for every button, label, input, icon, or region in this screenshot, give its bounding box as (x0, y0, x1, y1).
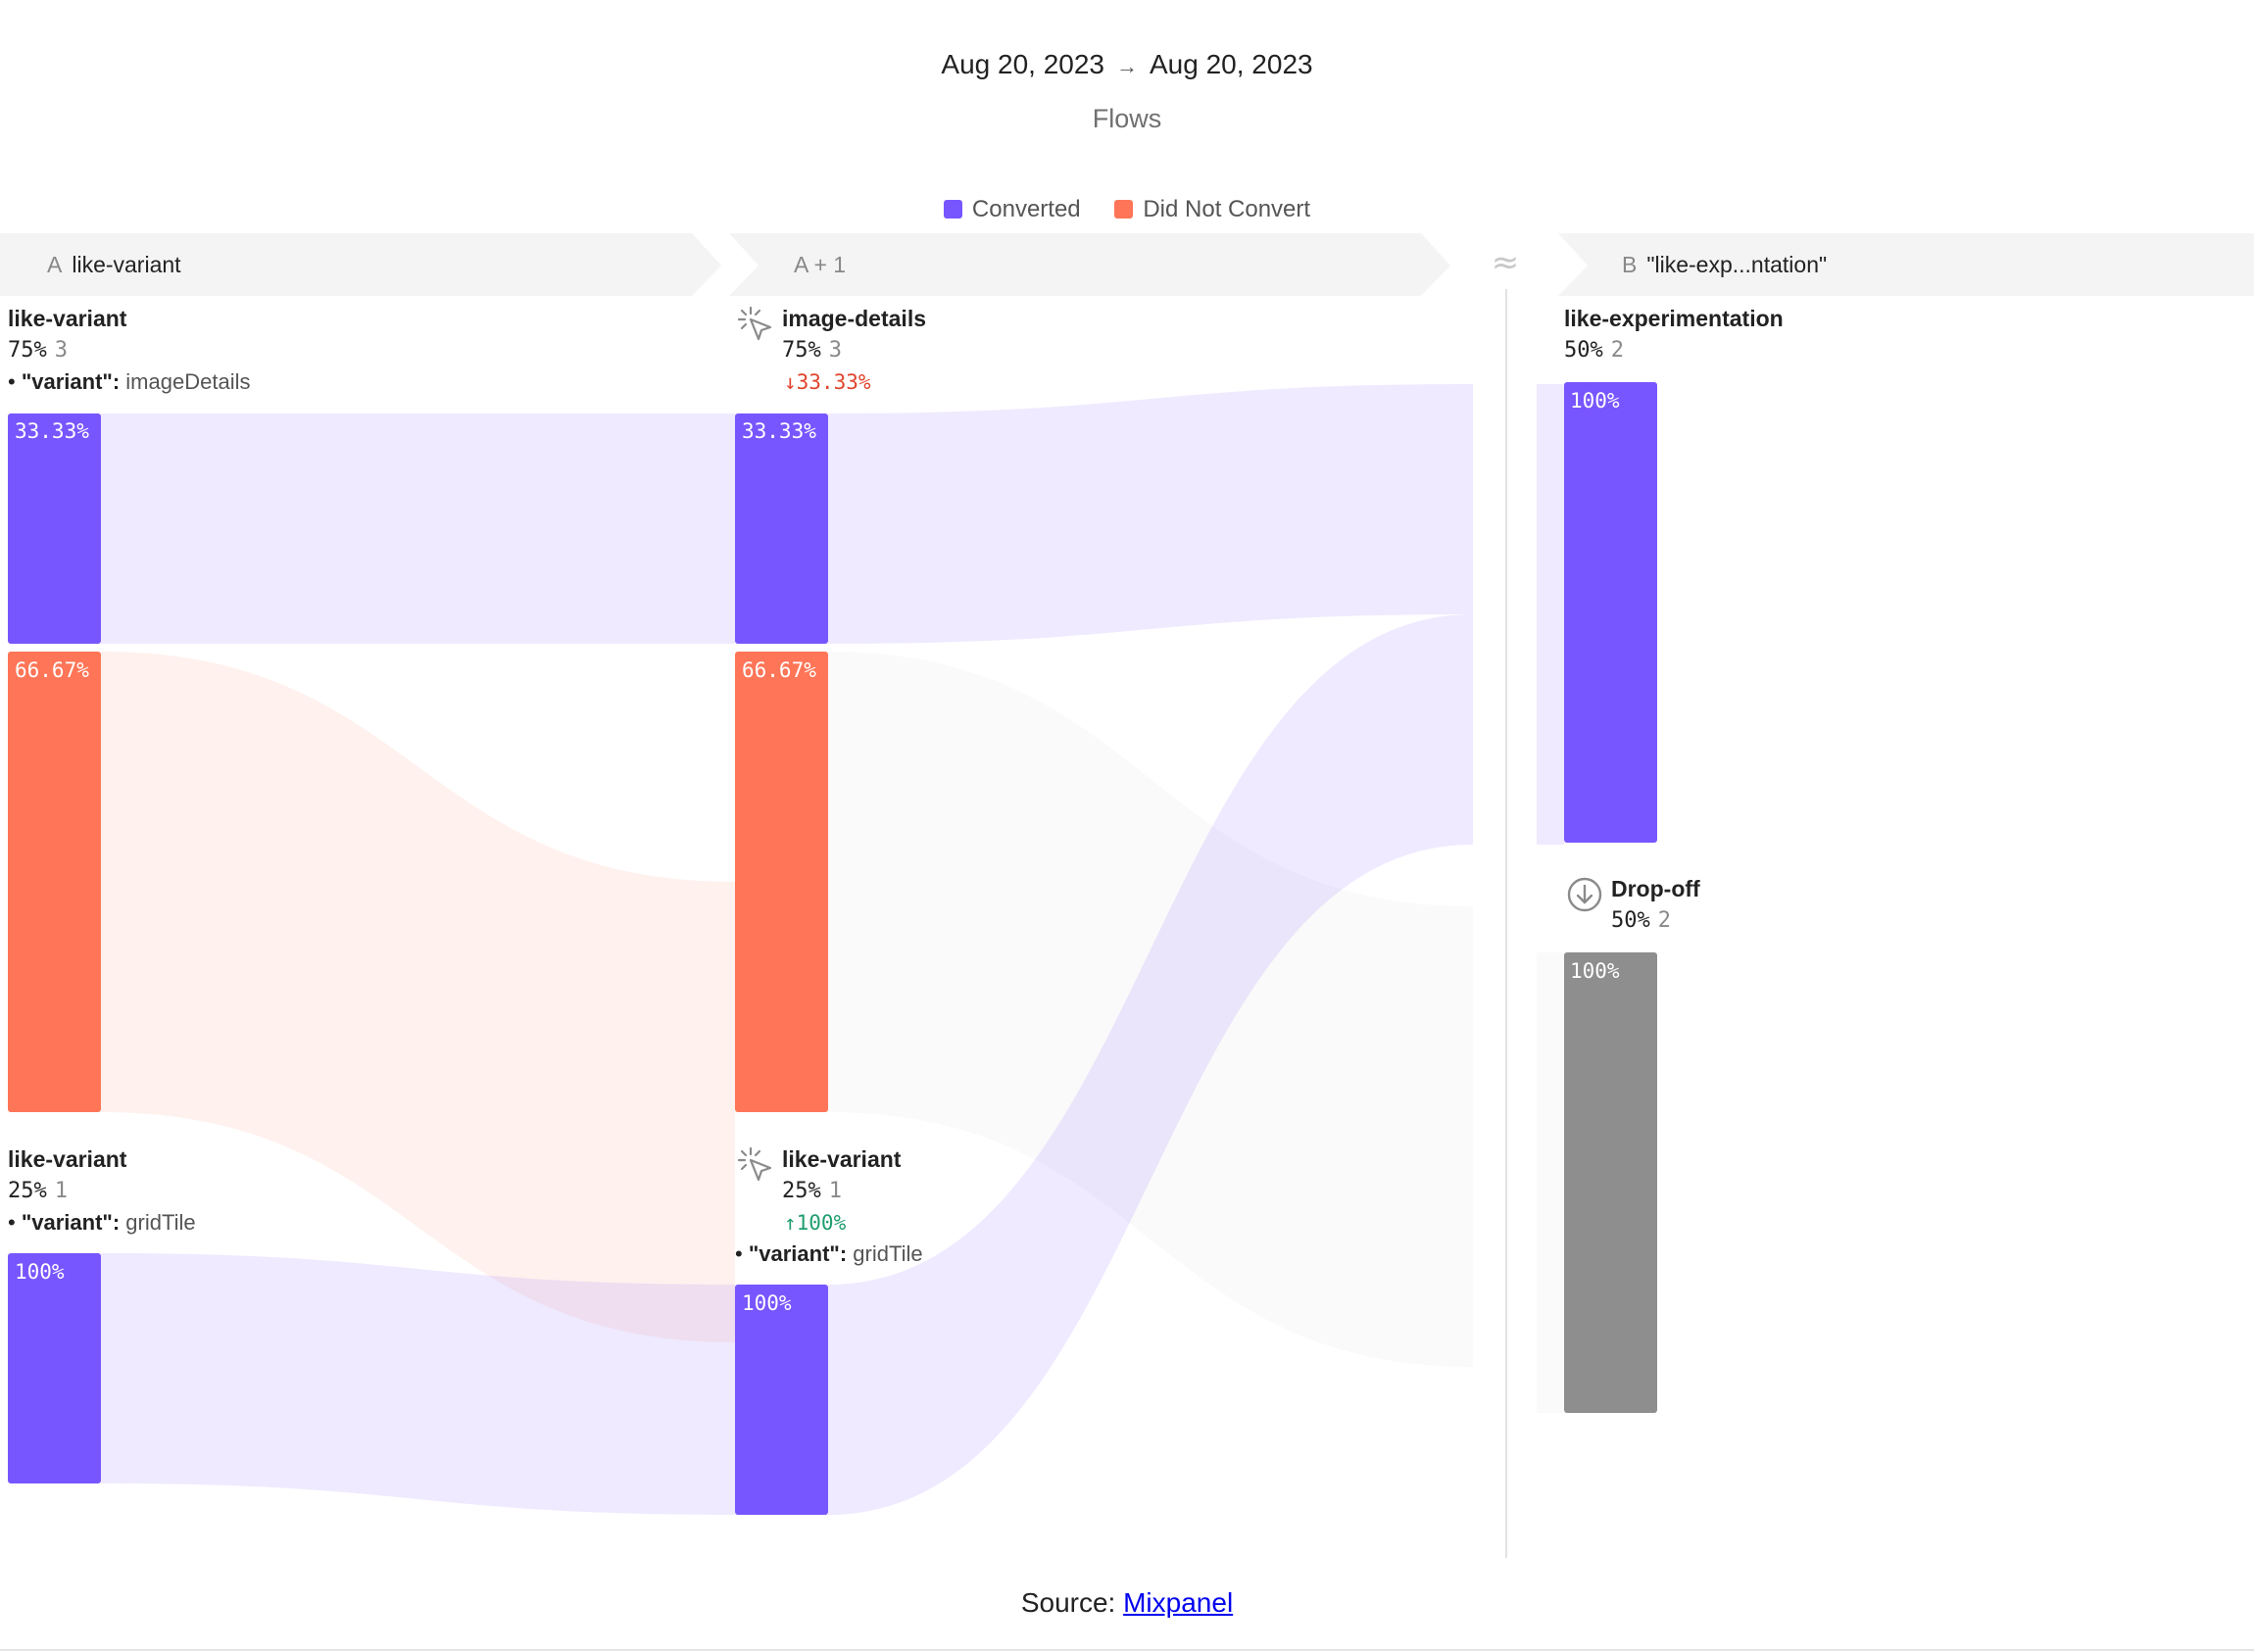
node-count: 3 (54, 338, 68, 363)
bar-b1-not_converted (735, 651, 828, 1112)
prop-key: "variant": (21, 1210, 121, 1235)
flow-link-b2-c1-converted (828, 614, 1473, 1515)
step-letter: A (47, 252, 63, 277)
prop-value: gridTile (853, 1241, 923, 1266)
node-pct: 75% (782, 338, 821, 363)
node-count: 2 (1657, 908, 1671, 933)
bar-label: 66.67% (15, 658, 89, 682)
legend-item-did-not-convert[interactable]: Did Not Convert (1114, 196, 1310, 223)
step-headers (0, 233, 2254, 296)
node-count: 3 (828, 338, 842, 363)
prop-key: "variant": (21, 369, 121, 394)
step-header-bg-a (0, 233, 721, 296)
legend: Converted Did Not Convert (0, 196, 2254, 223)
node-title[interactable]: like-experimentation (1564, 306, 1784, 331)
drop-off-icon (1567, 877, 1602, 912)
source-prefix: Source: (1020, 1587, 1124, 1618)
flow-links (101, 384, 1564, 1515)
flow-link-stub-dropoff (1537, 952, 1564, 1413)
node-title[interactable]: like-variant (8, 1146, 127, 1172)
flow-link-a2-b2-converted (101, 1253, 735, 1515)
node-stats: 50% 2 (1564, 338, 1624, 363)
date-start: Aug 20, 2023 (941, 49, 1104, 79)
node-count: 1 (54, 1179, 68, 1203)
flow-link-a1-b1-not_converted (101, 651, 735, 1342)
bottom-divider (0, 1649, 2254, 1651)
step-name: "like-exp...ntation" (1646, 252, 1828, 277)
prop-value: imageDetails (125, 369, 251, 394)
node-stats: 75% 3 (8, 338, 68, 363)
bar-a1-converted (8, 413, 101, 644)
bar-b2-converted (735, 1285, 828, 1515)
arrow-right-icon: → (1116, 54, 1138, 78)
bar-label: 66.67% (742, 658, 816, 682)
node-stats: 50% 2 (1611, 908, 1671, 933)
node-delta-up: ↑100% (784, 1211, 847, 1235)
bar-label: 33.33% (742, 419, 816, 443)
step-letter: A + 1 (794, 252, 847, 277)
prop-key: "variant": (748, 1241, 848, 1266)
legend-swatch-converted (943, 200, 962, 219)
node-title[interactable]: like-variant (782, 1146, 902, 1172)
node-pct: 50% (1564, 338, 1603, 363)
node-title[interactable]: Drop-off (1611, 876, 1700, 901)
step-header-b[interactable]: B "like-exp...ntation" (1622, 252, 1827, 278)
node-pct: 75% (8, 338, 47, 363)
bar-label: 100% (742, 1291, 792, 1315)
flow-link-stub-converted (1537, 384, 1564, 614)
bar-a2-converted (8, 1253, 101, 1483)
legend-label-converted: Converted (971, 196, 1081, 222)
flow-link-b1-c2-not_converted (828, 651, 1473, 1367)
bar-c1-converted (1564, 382, 1657, 843)
bar-a1-not_converted (8, 651, 101, 1112)
node-property: • "variant": imageDetails (8, 369, 251, 394)
report-title: Flows (1092, 104, 1162, 133)
node-pct: 25% (782, 1179, 821, 1203)
step-header-bg-a-plus-1 (729, 233, 1450, 296)
node-pct: 25% (8, 1179, 47, 1203)
source-credit: Source: Mixpanel (0, 1587, 2254, 1619)
node-stats: 25% 1 (782, 1179, 842, 1203)
bar-label: 100% (15, 1260, 65, 1284)
flow-bars (8, 382, 1657, 1515)
node-pct: 50% (1611, 908, 1650, 933)
source-link[interactable]: Mixpanel (1123, 1587, 1234, 1618)
flow-link-b1-c1-converted (828, 384, 1473, 644)
bar-label: 100% (1570, 959, 1620, 983)
node-delta-down: ↓33.33% (784, 370, 871, 394)
legend-item-converted[interactable]: Converted (943, 196, 1081, 223)
node-property: • "variant": gridTile (735, 1241, 923, 1266)
cursor-click-icon (737, 1146, 772, 1182)
gap-symbol: ≈ (1492, 243, 1520, 282)
node-stats: 75% 3 (782, 338, 842, 363)
step-name: like-variant (72, 252, 181, 277)
node-count: 2 (1610, 338, 1624, 363)
flow-link-stub-converted (1537, 614, 1564, 845)
node-title[interactable]: image-details (782, 306, 926, 331)
date-range[interactable]: Aug 20, 2023 → Aug 20, 2023 (0, 49, 2254, 80)
bar-b1-converted (735, 413, 828, 644)
node-title[interactable]: like-variant (8, 306, 127, 331)
legend-swatch-did-not-convert (1114, 200, 1134, 219)
node-property: • "variant": gridTile (8, 1210, 196, 1235)
node-count: 1 (828, 1179, 842, 1203)
step-letter: B (1622, 252, 1638, 277)
step-header-a-plus-1[interactable]: A + 1 (794, 252, 856, 278)
bar-c2-dropoff (1564, 952, 1657, 1413)
legend-label-did-not-convert: Did Not Convert (1143, 196, 1311, 222)
bar-label: 33.33% (15, 419, 89, 443)
date-end: Aug 20, 2023 (1150, 49, 1313, 79)
node-stats: 25% 1 (8, 1179, 68, 1203)
flow-link-a1-b1-converted (101, 413, 735, 644)
step-header-bg-b (1558, 233, 2254, 296)
bar-label: 100% (1570, 389, 1620, 413)
cursor-click-icon (737, 306, 772, 341)
prop-value: gridTile (125, 1210, 196, 1235)
